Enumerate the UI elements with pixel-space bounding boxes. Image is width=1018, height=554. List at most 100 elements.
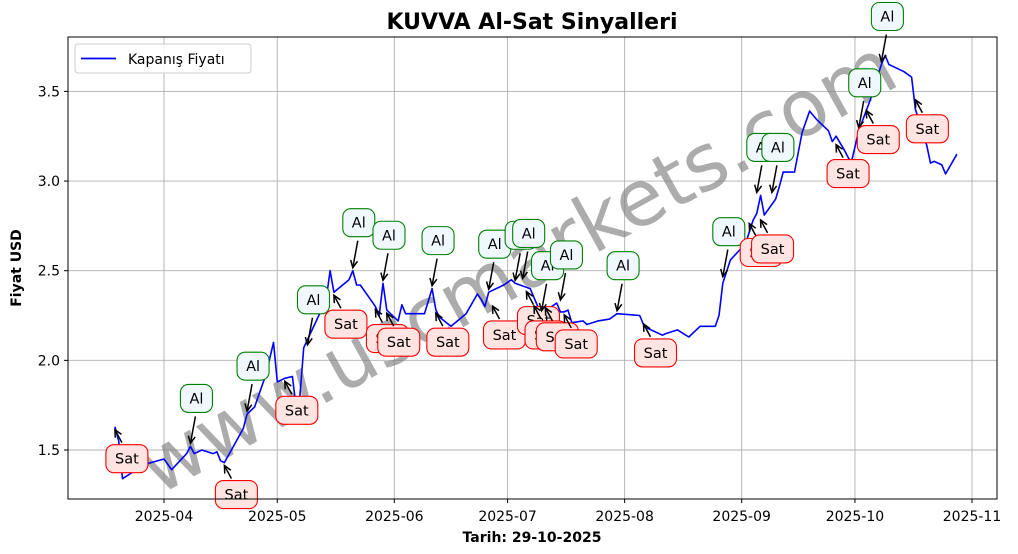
y-tick-label: 1.5 [38,443,60,459]
sell-label-box [905,114,949,144]
arrow-icon [559,272,567,301]
arrow-icon [374,309,384,323]
arrowhead-icon [748,221,757,232]
arrowhead-icon [865,109,874,119]
legend-box [74,43,252,74]
sell-label: Sat [285,403,309,419]
arrowhead-icon [835,143,843,153]
arrowhead-icon [519,270,529,281]
arrow-icon [865,110,874,124]
buy-label: Al [352,216,366,232]
arrowhead-icon [753,184,763,195]
arrow-icon [521,251,529,279]
sell-label: Sat [866,133,890,149]
arrowhead-icon [284,379,292,390]
arrow-icon [533,305,542,320]
arrowhead-icon [223,464,232,474]
sell-signal: Sat [826,143,870,189]
buy-signal: Al [848,68,882,130]
arrow-icon [756,165,763,193]
arrowhead-icon [855,119,865,130]
buy-label-box [870,1,904,32]
arrowhead-icon [512,272,521,282]
arrowhead-icon [533,304,541,314]
arrow-icon [616,283,623,311]
buy-signal: Al [179,383,213,446]
buy-label-box [372,220,406,250]
x-tick-label: 2025-04 [135,509,194,525]
sell-signal: Sat [214,464,258,510]
buy-label-box [761,132,795,162]
buy-signal: Al [549,240,583,302]
arrowhead-icon [914,98,923,108]
sell-signal: Sat [751,218,795,264]
sell-signal: Sat [324,293,368,339]
buy-signal: Al [512,218,546,281]
arrow-icon [306,317,314,345]
arrow-icon [835,144,844,158]
arrow-icon [563,314,572,329]
arrow-icon [114,429,123,444]
x-axis: 2025-04 2025-05 2025-06 2025-07 2025-08 2025-… [135,499,1001,525]
arrow-icon [491,305,501,320]
arrowhead-icon [304,336,313,347]
buy-signal: Al [712,217,746,279]
sell-signal: Sat [633,322,678,368]
arrow-icon [642,323,652,338]
arrowhead-icon [719,268,729,279]
arrowhead-icon [642,322,651,332]
sell-label-box [826,159,870,189]
arrow-icon [525,291,535,305]
buy-label-box [606,251,640,281]
arrowhead-icon [485,281,495,291]
sell-signal: Sat [275,379,319,425]
x-tick-label: 2025-08 [595,509,654,525]
arrow-icon [748,223,757,237]
sell-label: Sat [334,317,358,333]
sell-signal: Sat [482,304,527,350]
x-tick-label: 2025-05 [248,509,307,525]
arrowhead-icon [244,403,253,413]
arrow-icon [284,380,293,395]
buy-label-box [512,218,546,249]
arrow-icon [246,384,253,412]
sell-label: Sat [387,335,411,351]
arrow-icon [333,294,342,309]
sell-label-box [214,480,258,510]
signal-annotations: Sat Al Sat Al Sat Al Sat Al Sat Al Sat Al Sat Al Sat Al… [105,1,949,510]
buy-signal: Al [372,220,406,282]
buy-signal: Al [236,351,270,413]
sell-label: Sat [436,335,460,351]
y-tick-label: 3.5 [38,84,60,100]
buy-signal: Al [421,226,455,288]
arrow-icon [544,307,554,322]
sell-label-box [856,124,900,155]
sell-label: Sat [564,337,588,353]
arrowhead-icon [759,218,768,228]
arrow-icon [514,253,521,281]
buy-label: Al [189,391,203,407]
y-axis-label: Fiyat USD [9,229,25,307]
sell-signal: Sat [377,311,421,357]
buy-label: Al [307,293,321,309]
sell-label: Sat [644,346,668,362]
sell-label: Sat [915,122,939,138]
arrowhead-icon [429,277,438,288]
arrowhead-icon [544,306,553,316]
arrow-icon [880,34,888,62]
arrow-icon [223,465,233,479]
arrow-icon [352,240,359,268]
x-tick-label: 2025-06 [365,509,424,525]
buy-label: Al [431,234,445,250]
buy-label: Al [880,10,894,26]
x-tick-label: 2025-10 [826,509,885,525]
buy-label-box [296,285,331,315]
arrowhead-icon [614,302,623,313]
buy-signal: Al [761,132,795,195]
arrowhead-icon [491,304,500,314]
buy-signal: Al [606,251,640,313]
buy-label: Al [771,140,785,156]
price-line [114,54,958,480]
sell-label-box [554,329,598,359]
arrow-icon [189,416,197,444]
